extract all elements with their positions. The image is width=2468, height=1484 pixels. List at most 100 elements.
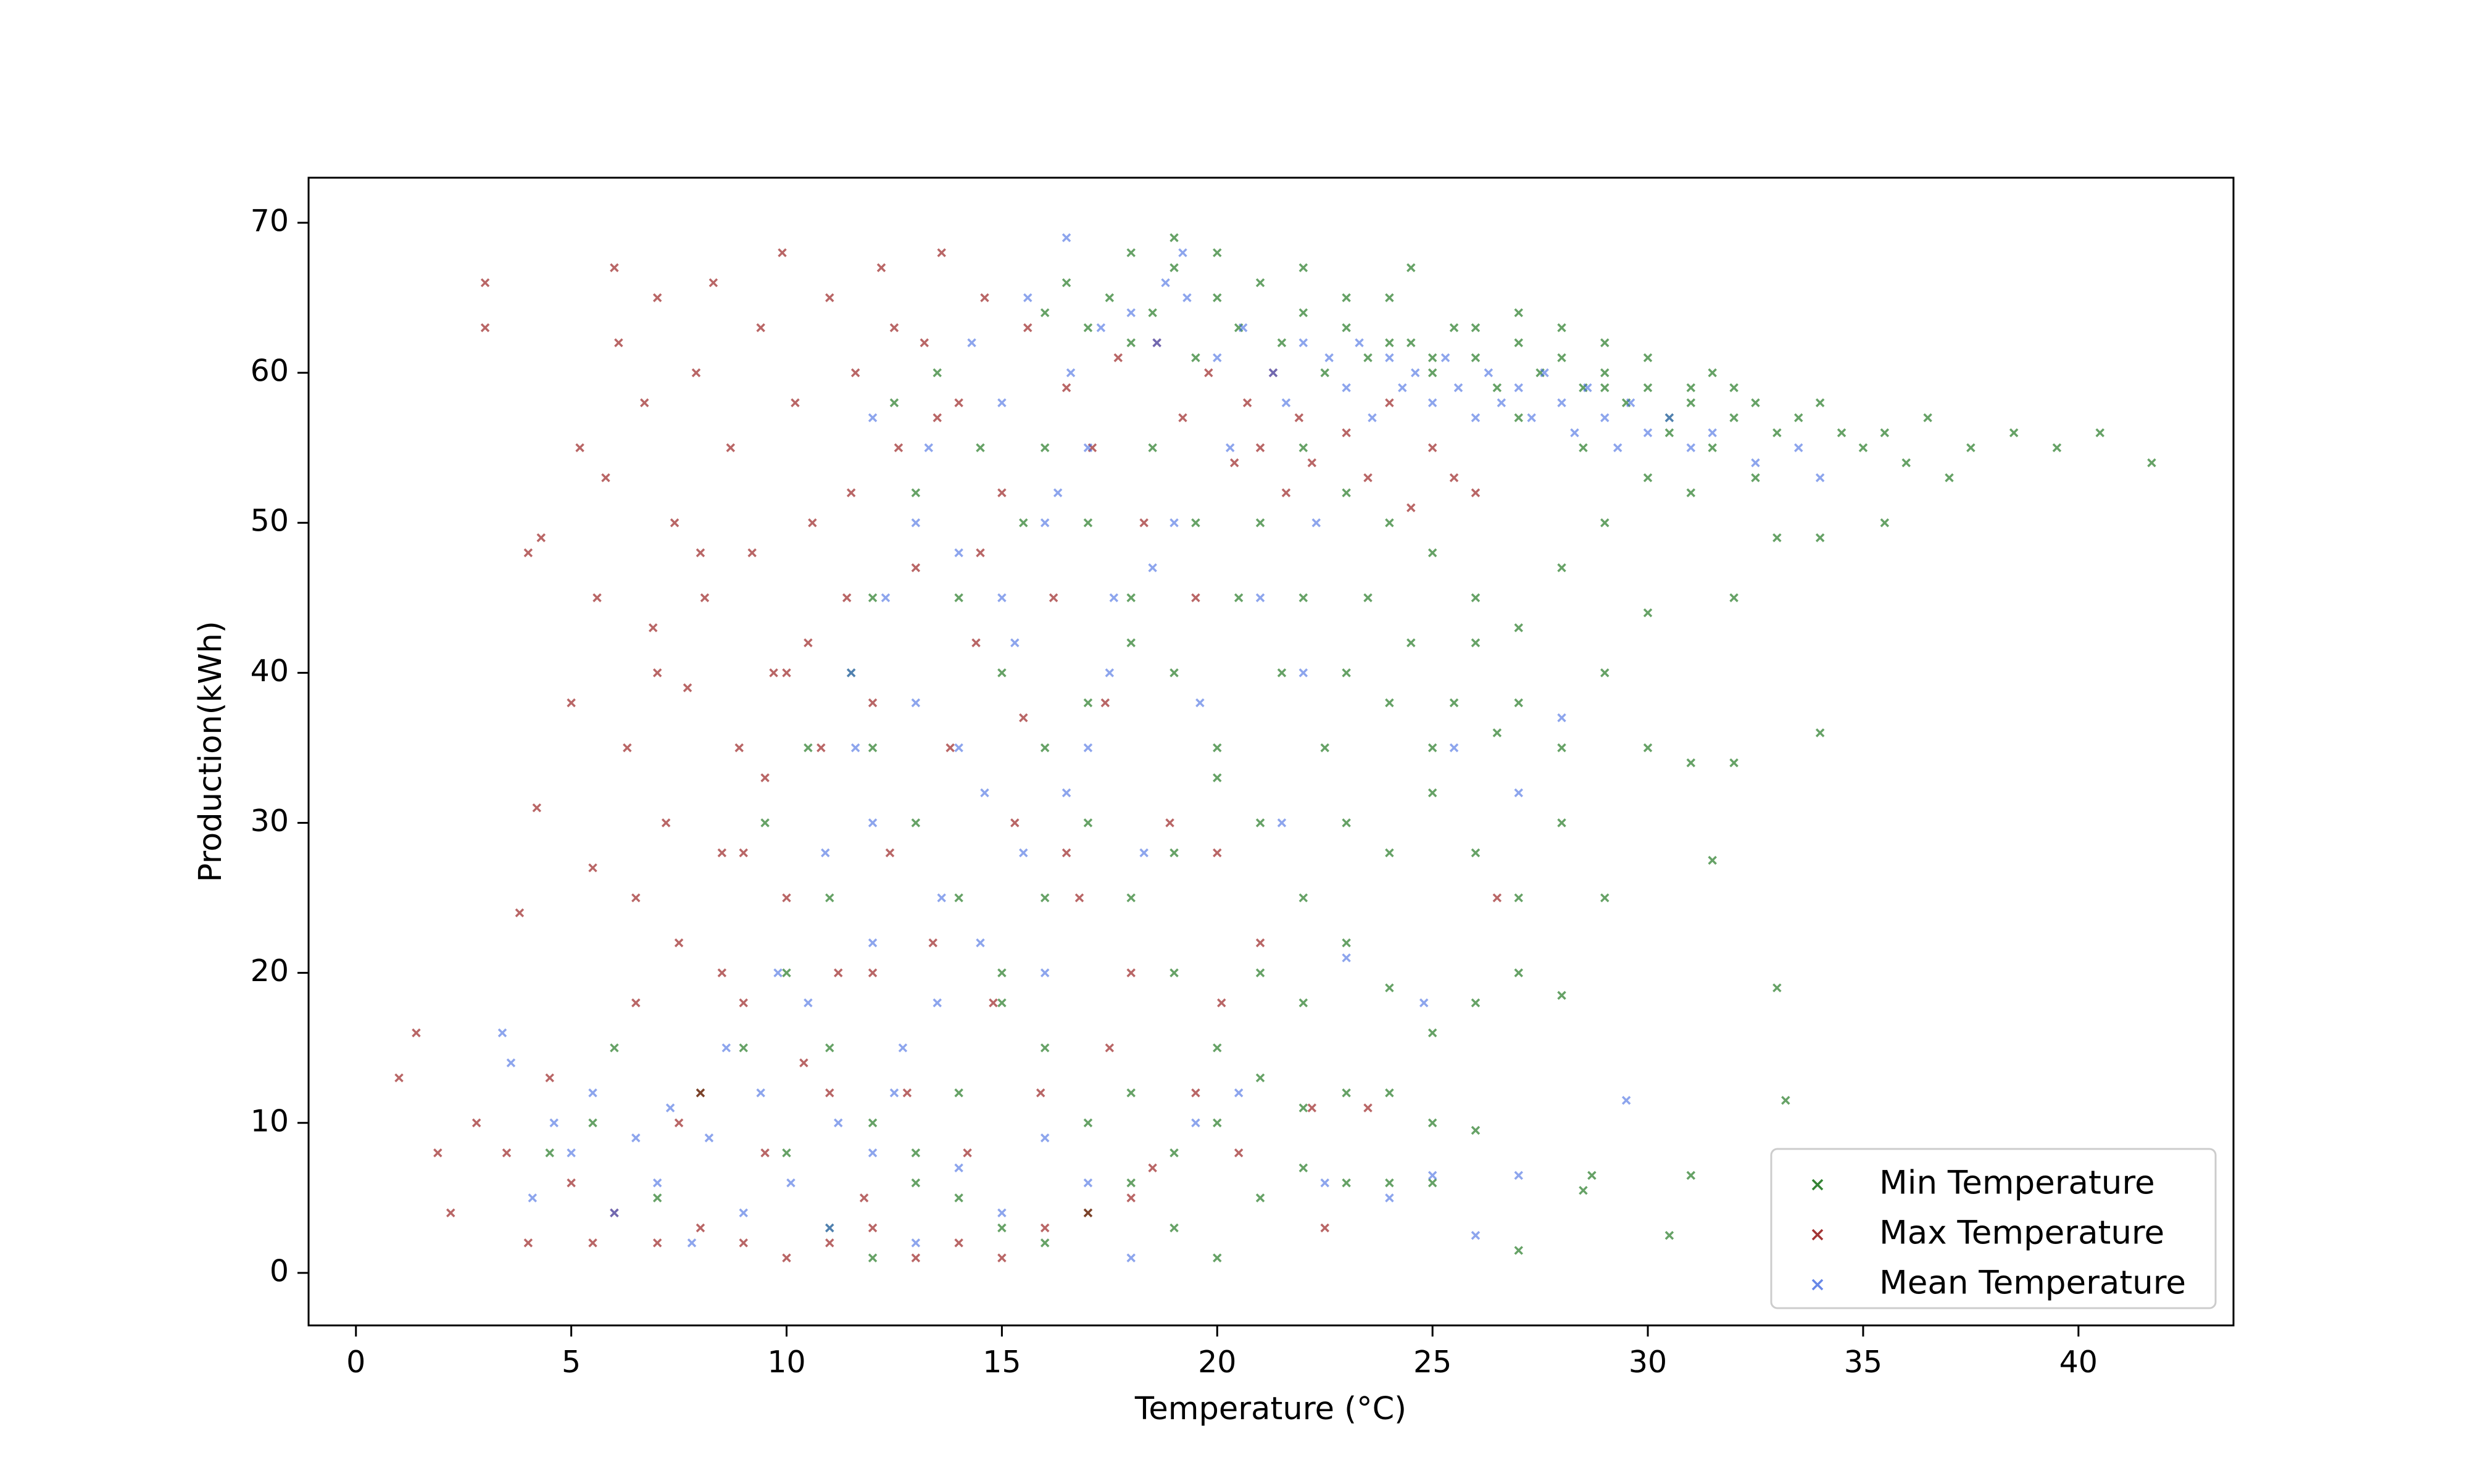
data-point bbox=[1794, 413, 1803, 423]
data-point bbox=[687, 1238, 697, 1248]
data-point bbox=[782, 1148, 791, 1158]
data-point bbox=[1213, 353, 1222, 363]
data-point bbox=[1514, 893, 1523, 903]
data-point bbox=[1664, 428, 1674, 437]
data-point bbox=[1126, 1088, 1136, 1098]
data-point bbox=[945, 743, 955, 753]
data-point bbox=[1023, 293, 1032, 302]
data-point bbox=[1880, 518, 1890, 528]
x-tick-label: 25 bbox=[1413, 1345, 1452, 1380]
data-point bbox=[1083, 698, 1093, 708]
data-point bbox=[1471, 848, 1481, 858]
data-point bbox=[1191, 518, 1200, 528]
data-point bbox=[1385, 293, 1394, 302]
data-point bbox=[1062, 788, 1071, 798]
data-point bbox=[868, 743, 878, 753]
data-point bbox=[1686, 758, 1696, 768]
data-point bbox=[610, 1043, 619, 1053]
data-point bbox=[954, 1088, 963, 1098]
data-point bbox=[545, 1148, 554, 1158]
data-point bbox=[1036, 1088, 1045, 1098]
data-point bbox=[1342, 1178, 1351, 1188]
data-point bbox=[1113, 353, 1123, 363]
data-point bbox=[1255, 443, 1265, 452]
data-point bbox=[1411, 368, 1420, 378]
data-point bbox=[1514, 788, 1523, 798]
data-point bbox=[734, 743, 744, 753]
data-point bbox=[1238, 323, 1248, 333]
data-point bbox=[1170, 233, 1179, 242]
data-point bbox=[1579, 443, 1588, 452]
data-point bbox=[1191, 593, 1200, 603]
data-point bbox=[997, 593, 1007, 603]
data-point bbox=[1170, 263, 1179, 273]
x-tick-label: 30 bbox=[1629, 1345, 1667, 1380]
data-point bbox=[1449, 698, 1459, 708]
data-point bbox=[1320, 743, 1329, 753]
data-point bbox=[717, 968, 727, 977]
legend-marker-max bbox=[1811, 1229, 1824, 1241]
data-point bbox=[1083, 1118, 1093, 1127]
data-point bbox=[1966, 443, 1976, 452]
data-point bbox=[1514, 383, 1523, 392]
data-point bbox=[1324, 353, 1334, 363]
data-point bbox=[834, 968, 843, 977]
data-point bbox=[1557, 818, 1566, 827]
data-point bbox=[1527, 413, 1536, 423]
data-point bbox=[1234, 1148, 1244, 1158]
data-point bbox=[1427, 1028, 1437, 1038]
data-point bbox=[640, 398, 649, 407]
data-point bbox=[1514, 698, 1523, 708]
data-point bbox=[1772, 533, 1782, 542]
data-point bbox=[920, 338, 929, 347]
y-tick-label: 30 bbox=[251, 803, 289, 839]
data-point bbox=[575, 443, 584, 452]
data-point bbox=[592, 593, 602, 603]
data-point bbox=[937, 893, 946, 903]
data-point bbox=[799, 1058, 808, 1067]
data-point bbox=[1471, 353, 1481, 363]
data-point bbox=[1419, 998, 1429, 1008]
data-point bbox=[976, 443, 985, 452]
data-point bbox=[1040, 893, 1050, 903]
data-point bbox=[1626, 398, 1635, 407]
data-point bbox=[1772, 428, 1782, 437]
data-point bbox=[997, 998, 1007, 1008]
data-point bbox=[782, 1253, 791, 1262]
data-point bbox=[976, 548, 985, 558]
data-point bbox=[1217, 998, 1226, 1008]
data-point bbox=[1858, 443, 1868, 452]
data-point bbox=[1096, 323, 1106, 333]
data-point bbox=[670, 518, 679, 528]
data-point bbox=[1729, 593, 1739, 603]
data-point bbox=[1557, 323, 1566, 333]
data-point bbox=[1170, 968, 1179, 977]
data-point bbox=[1148, 443, 1157, 452]
data-point bbox=[1385, 1193, 1394, 1203]
data-point bbox=[1497, 398, 1506, 407]
data-point bbox=[1587, 1171, 1597, 1180]
data-point bbox=[567, 698, 576, 708]
data-point bbox=[1040, 1133, 1050, 1143]
data-point bbox=[1277, 818, 1287, 827]
data-point bbox=[954, 1193, 963, 1203]
data-point bbox=[1277, 668, 1287, 678]
data-point bbox=[980, 293, 989, 302]
x-axis-label: Temperature (°C) bbox=[1134, 1391, 1406, 1427]
data-point bbox=[1083, 443, 1093, 452]
data-point bbox=[1148, 308, 1157, 318]
data-point bbox=[782, 893, 791, 903]
data-point bbox=[1686, 383, 1696, 392]
data-point bbox=[691, 368, 701, 378]
data-point bbox=[1126, 893, 1136, 903]
data-point bbox=[1471, 1125, 1481, 1135]
data-point bbox=[739, 1208, 748, 1217]
data-point bbox=[1557, 398, 1566, 407]
data-point bbox=[868, 413, 878, 423]
data-point bbox=[1406, 338, 1416, 347]
data-point bbox=[1363, 593, 1373, 603]
data-point bbox=[1182, 293, 1192, 302]
data-point bbox=[532, 803, 542, 813]
data-point bbox=[1204, 368, 1213, 378]
data-point bbox=[1583, 383, 1592, 392]
